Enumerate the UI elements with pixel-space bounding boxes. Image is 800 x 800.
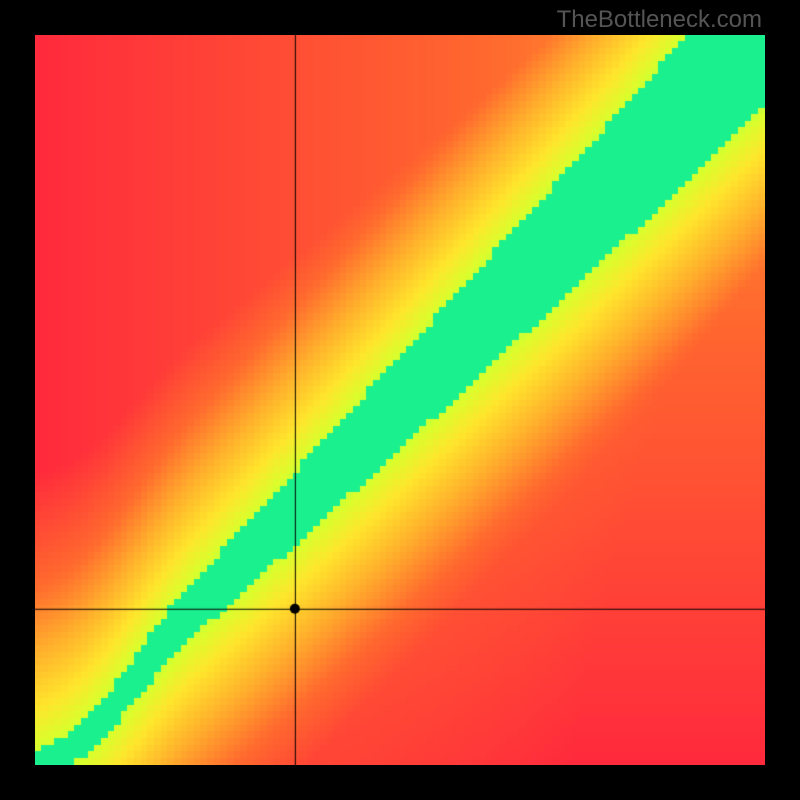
bottleneck-chart: TheBottleneck.com	[0, 0, 800, 800]
heatmap-canvas	[35, 35, 765, 765]
watermark-text: TheBottleneck.com	[557, 6, 762, 34]
